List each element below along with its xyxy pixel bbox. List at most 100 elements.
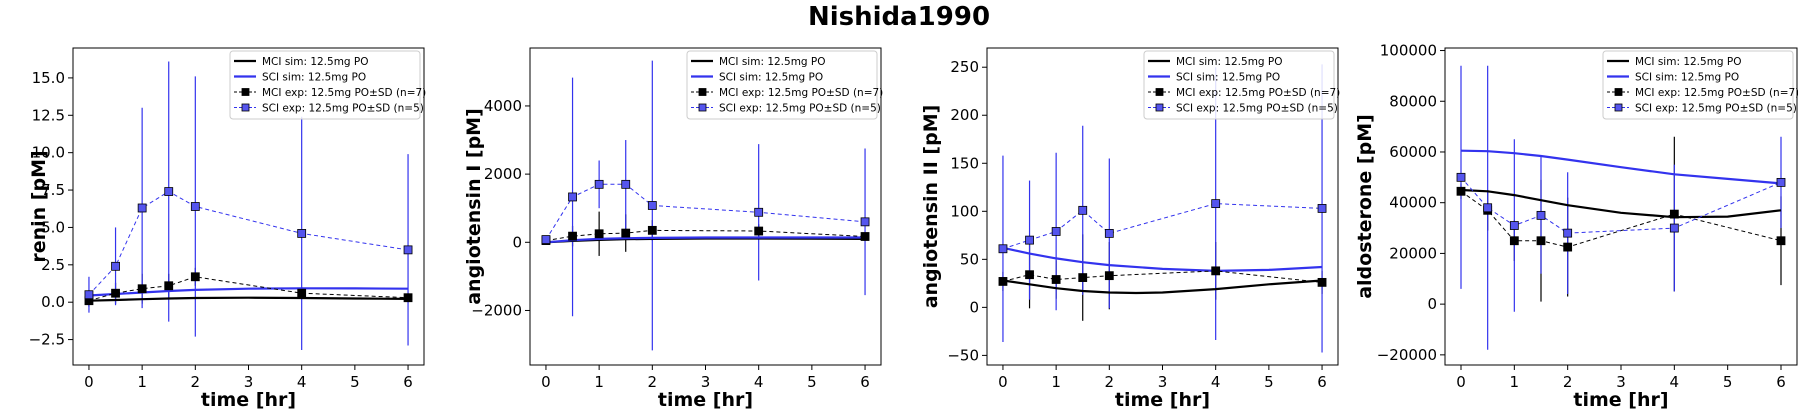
- chart-svg: 0 1 2 3 4 5 6 −2.5 0.0 2.5 5.0 7.5 10.0 12.5 15.0 time …: [28, 47, 426, 411]
- chart-svg: 0 1 2 3 4 5 6 −50 0 50 100 150 200 250 time [hr] angiot…: [920, 47, 1340, 411]
- mci-data-point: [111, 288, 120, 298]
- mci-data-point: [1563, 242, 1573, 252]
- mci-data-point: [998, 277, 1008, 286]
- mci-data-point: [860, 232, 870, 241]
- mci-data-point: [594, 229, 604, 239]
- mci-data-point: [647, 225, 657, 235]
- y-tick-label: 0: [1427, 295, 1437, 313]
- x-tick-label: 3: [701, 373, 711, 391]
- mci-exp-line: [1460, 190, 1782, 248]
- x-tick-label: 1: [137, 373, 147, 391]
- sci-data-point: [1025, 235, 1034, 245]
- y-tick-label: 50: [960, 250, 979, 268]
- sci-data-point: [1317, 204, 1327, 213]
- x-tick-label: 6: [1776, 373, 1786, 391]
- x-tick-label: 0: [541, 373, 551, 391]
- y-tick-label: 200: [950, 106, 979, 124]
- legend-marker-swatch: [698, 103, 707, 112]
- legend-entry-label: MCI exp: 12.5mg PO±SD (n=7): [262, 87, 426, 99]
- legend-marker-swatch: [1614, 103, 1623, 112]
- legend-entry-label: MCI exp: 12.5mg PO±SD (n=7): [719, 87, 883, 99]
- sci-data-point: [1211, 199, 1221, 209]
- mci-data-point: [297, 288, 307, 298]
- y-tick-label: 12.5: [32, 106, 65, 124]
- chart-svg: 0 1 2 3 4 5 6 −2000 0 2000 4000 time [hr] angiotensi…: [463, 47, 883, 411]
- sci-data-point: [568, 192, 577, 202]
- y-tick-label: −2.5: [29, 331, 65, 349]
- sci-sim-line: [88, 287, 409, 297]
- legend-entry-label: MCI sim: 12.5mg PO: [1635, 56, 1742, 68]
- chart-panel: 0 1 2 3 4 5 6 −2.5 0.0 2.5 5.0 7.5 10.0 12.5 15.0 time …: [0, 0, 450, 419]
- x-tick-label: 4: [1670, 373, 1680, 391]
- sci-data-point: [621, 179, 631, 189]
- y-tick-label: 7.5: [41, 181, 65, 199]
- sci-data-point: [860, 217, 870, 227]
- x-tick-label: 6: [403, 373, 413, 391]
- mci-data-point: [1211, 266, 1221, 276]
- plot-area: [541, 60, 870, 351]
- mci-data-point: [190, 272, 200, 282]
- figure-title: Nishida1990: [807, 2, 991, 32]
- x-tick-label: 2: [1105, 373, 1115, 391]
- x-axis-label: time [hr]: [1115, 389, 1210, 411]
- x-tick-label: 3: [1158, 373, 1168, 391]
- y-tick-label: −20000: [1377, 346, 1437, 364]
- x-axis-label: time [hr]: [658, 389, 753, 411]
- sci-data-point: [164, 187, 174, 196]
- mci-data-point: [1456, 186, 1466, 196]
- sci-data-point: [1456, 172, 1466, 182]
- chart-svg: 0 1 2 3 4 5 6 −20000 0 20000 40000 60000 80000 100000…: [1354, 42, 1798, 411]
- x-tick-label: 0: [84, 373, 94, 391]
- sci-data-point: [84, 290, 94, 300]
- sci-data-point: [1104, 228, 1114, 238]
- mci-data-point: [1509, 236, 1519, 246]
- y-tick-label: 15.0: [32, 69, 65, 87]
- y-tick-label: 2.5: [41, 256, 65, 274]
- sci-data-point: [1669, 223, 1679, 233]
- mci-sim-line: [88, 296, 409, 302]
- sci-data-point: [754, 207, 764, 217]
- chart-panel: 0 1 2 3 4 5 6 −2000 0 2000 4000 time [hr] angiotensi…: [457, 0, 907, 419]
- x-axis-label: time [hr]: [201, 389, 296, 411]
- mci-exp-line: [1002, 270, 1323, 283]
- x-tick-label: 4: [754, 373, 764, 391]
- y-tick-label: −2000: [471, 301, 522, 319]
- legend-box: [229, 50, 421, 120]
- sci-data-point: [403, 245, 413, 255]
- x-tick-label: 3: [1616, 373, 1626, 391]
- x-tick-label: 1: [594, 373, 604, 391]
- mci-sim-line: [1460, 188, 1782, 219]
- sci-data-point: [111, 261, 120, 271]
- x-tick-label: 0: [1456, 373, 1466, 391]
- x-tick-label: 2: [1563, 373, 1573, 391]
- sci-data-point: [1509, 221, 1519, 230]
- mci-data-point: [568, 231, 577, 241]
- y-tick-label: 0.0: [41, 293, 65, 311]
- legend-entry-label: SCI exp: 12.5mg PO±SD (n=5): [719, 103, 881, 115]
- legend-box: [686, 50, 878, 120]
- legend-marker-swatch: [241, 103, 250, 112]
- sci-sim-line: [1460, 149, 1782, 185]
- x-tick-label: 6: [1317, 373, 1327, 391]
- sci-exp-line: [88, 190, 409, 296]
- x-tick-label: 2: [191, 373, 201, 391]
- sci-data-point: [647, 201, 657, 210]
- legend: MCI sim: 12.5mg PO SCI sim: 12.5mg PO MCI …: [229, 50, 426, 120]
- y-tick-label: 0: [512, 233, 522, 251]
- y-axis-label: renin [pM]: [28, 150, 50, 262]
- legend-marker-swatch: [698, 88, 707, 96]
- sci-data-point: [1776, 178, 1786, 187]
- legend-box: [1602, 50, 1794, 120]
- y-axis-label: angiotensin II [pM]: [920, 105, 942, 309]
- sci-data-point: [190, 202, 200, 211]
- legend-marker-swatch: [241, 88, 250, 96]
- sci-exp-line: [1002, 203, 1323, 250]
- legend-entry-label: SCI exp: 12.5mg PO±SD (n=5): [1635, 103, 1797, 115]
- y-axis-label: aldosterone [pM]: [1354, 114, 1376, 299]
- sci-exp-line: [1460, 176, 1782, 234]
- y-tick-label: 4000: [484, 97, 522, 115]
- legend-entry-label: MCI sim: 12.5mg PO: [1176, 56, 1283, 68]
- legend-entry-label: SCI sim: 12.5mg PO: [1176, 72, 1280, 84]
- sci-data-point: [998, 244, 1008, 254]
- y-tick-label: 100: [950, 202, 979, 220]
